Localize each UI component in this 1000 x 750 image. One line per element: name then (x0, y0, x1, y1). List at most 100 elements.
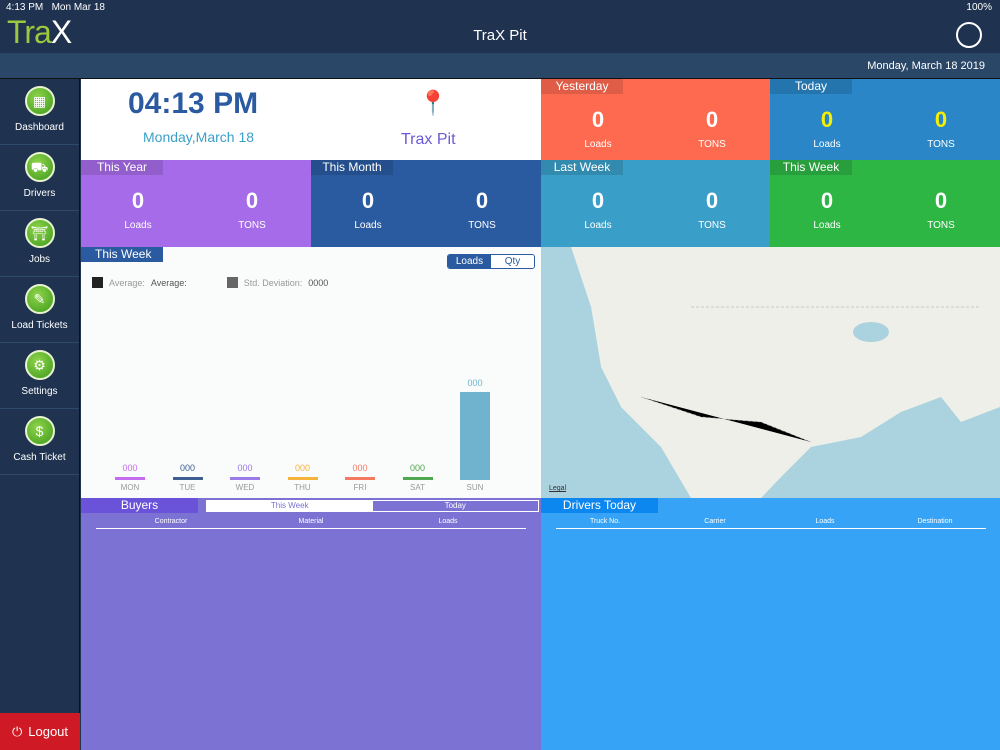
column-header: Loads (438, 518, 458, 525)
sidebar-label: Settings (21, 386, 58, 397)
tab-today[interactable]: Today (444, 501, 466, 510)
dashboard-icon: ▦ (24, 86, 55, 116)
tile-title: This Year (81, 160, 163, 175)
tile-title: Last Week (541, 160, 623, 175)
bar-value-label: 000 (352, 463, 368, 473)
sidebar-label: Load Tickets (11, 320, 68, 331)
tab-this-week[interactable]: This Week (207, 501, 373, 511)
drivers-today-panel: Drivers Today Truck No. Carrier Loads De… (541, 498, 1000, 750)
tile-yesterday: Yesterday 0 Loads 0 TONS (541, 79, 770, 160)
drivers-title: Drivers Today (541, 498, 658, 513)
loads-label: Loads (354, 220, 382, 231)
tons-label: TONS (698, 139, 726, 150)
tile-this-year: This Year 0 Loads 0 TONS (81, 160, 311, 247)
tons-label: TONS (927, 139, 955, 150)
clock-date: Monday,March 18 (143, 129, 255, 145)
tons-value: 0 (705, 107, 719, 132)
tons-label: TONS (698, 220, 726, 231)
day-label: FRI (353, 483, 367, 492)
loads-value: 0 (820, 107, 834, 132)
sidebar-label: Cash Ticket (13, 452, 66, 463)
day-label: TUE (179, 483, 196, 492)
sub-header: Monday, March 18 2019 (0, 53, 1000, 79)
bar-tue (172, 477, 203, 480)
sidebar-item-jobs[interactable]: ⛩ Jobs (0, 211, 79, 277)
bar-value-label: 000 (122, 463, 138, 473)
tile-title: Yesterday (541, 79, 623, 94)
weekly-chart: This Week Loads Qty Average: Average: St… (81, 247, 541, 498)
loads-label: Loads (584, 139, 612, 150)
tile-title: Today (770, 79, 852, 94)
toggle-loads[interactable]: Loads (448, 255, 491, 268)
map-legal-link[interactable]: Legal (549, 485, 567, 492)
loads-value: 0 (131, 188, 145, 213)
divider (556, 528, 986, 529)
buyers-panel: Buyers This Week Today Contractor Materi… (81, 498, 541, 750)
sidebar-item-settings[interactable]: ⚙ Settings (0, 343, 79, 409)
tons-label: TONS (927, 220, 955, 231)
sidebar-item-drivers[interactable]: ⛟ Drivers (0, 145, 79, 211)
tile-this-week: This Week 0 Loads 0 TONS (770, 160, 1000, 247)
logout-label: Logout (28, 724, 69, 739)
bar-value-label: 000 (294, 463, 311, 473)
logo: TraX (7, 14, 72, 50)
tile-this-month: This Month 0 Loads 0 TONS (311, 160, 542, 247)
bar-thu (287, 477, 318, 480)
average-label: Average: (109, 277, 145, 288)
bar-wed (230, 477, 260, 480)
column-header: Truck No. (589, 518, 621, 525)
tons-label: TONS (238, 220, 266, 231)
truck-icon: ⛟ (24, 152, 55, 182)
toggle-qty[interactable]: Qty (491, 255, 534, 268)
tons-value: 0 (934, 188, 948, 213)
std-label: Std. Deviation: (243, 277, 303, 288)
loads-label: Loads (813, 139, 841, 150)
buyers-title: Buyers (81, 498, 198, 513)
day-label: SUN (466, 483, 484, 492)
clock-tile: 04:13 PM Monday,March 18 📍 Trax Pit (81, 79, 541, 160)
profile-icon[interactable] (956, 22, 982, 48)
battery-status: 100% (966, 2, 992, 13)
sidebar: ▦ Dashboard ⛟ Drivers ⛩ Jobs ✎ Load Tickets … (0, 79, 80, 750)
sidebar-item-dashboard[interactable]: ▦ Dashboard (0, 79, 79, 145)
barrier-icon: ⛩ (24, 218, 55, 248)
bar-fri (345, 477, 375, 480)
logout-button[interactable]: ⏻ Logout (0, 713, 80, 750)
cash-icon: $ (24, 416, 55, 446)
sidebar-item-cash-ticket[interactable]: $ Cash Ticket (0, 409, 79, 475)
day-label: THU (294, 483, 311, 492)
bar-value-label: 000 (237, 463, 253, 473)
power-icon: ⏻ (11, 723, 23, 739)
bar-value-label: 000 (467, 378, 483, 388)
column-header: Carrier (704, 518, 726, 525)
bar-mon (115, 477, 145, 480)
average-swatch (92, 277, 103, 288)
day-label: MON (120, 483, 140, 492)
std-value: 0000 (308, 277, 329, 288)
day-label: SAT (410, 483, 425, 492)
bar-value-label: 000 (409, 463, 426, 473)
loads-value: 0 (820, 188, 834, 213)
bar-sat (402, 477, 433, 480)
tons-value: 0 (475, 188, 489, 213)
sidebar-item-load-tickets[interactable]: ✎ Load Tickets (0, 277, 79, 343)
tons-value: 0 (705, 188, 719, 213)
sidebar-label: Drivers (23, 188, 56, 199)
column-header: Material (298, 518, 324, 525)
loads-qty-toggle: Loads Qty (447, 254, 535, 269)
north-america-map (541, 247, 1000, 498)
app-title: TraX Pit (473, 27, 527, 44)
location-pin-icon: 📍 (418, 90, 448, 117)
clock-time: 04:13 PM (128, 87, 259, 120)
loads-value: 0 (591, 188, 605, 213)
loads-value: 0 (361, 188, 375, 213)
map-view[interactable]: Legal (541, 247, 1000, 498)
loads-label: Loads (813, 220, 841, 231)
tons-label: TONS (468, 220, 496, 231)
day-label: WED (235, 483, 255, 492)
bar-sun (460, 392, 490, 480)
column-header: Contractor (154, 518, 188, 525)
average-value: Average: (150, 277, 187, 288)
column-header: Destination (917, 518, 953, 525)
loads-label: Loads (124, 220, 152, 231)
